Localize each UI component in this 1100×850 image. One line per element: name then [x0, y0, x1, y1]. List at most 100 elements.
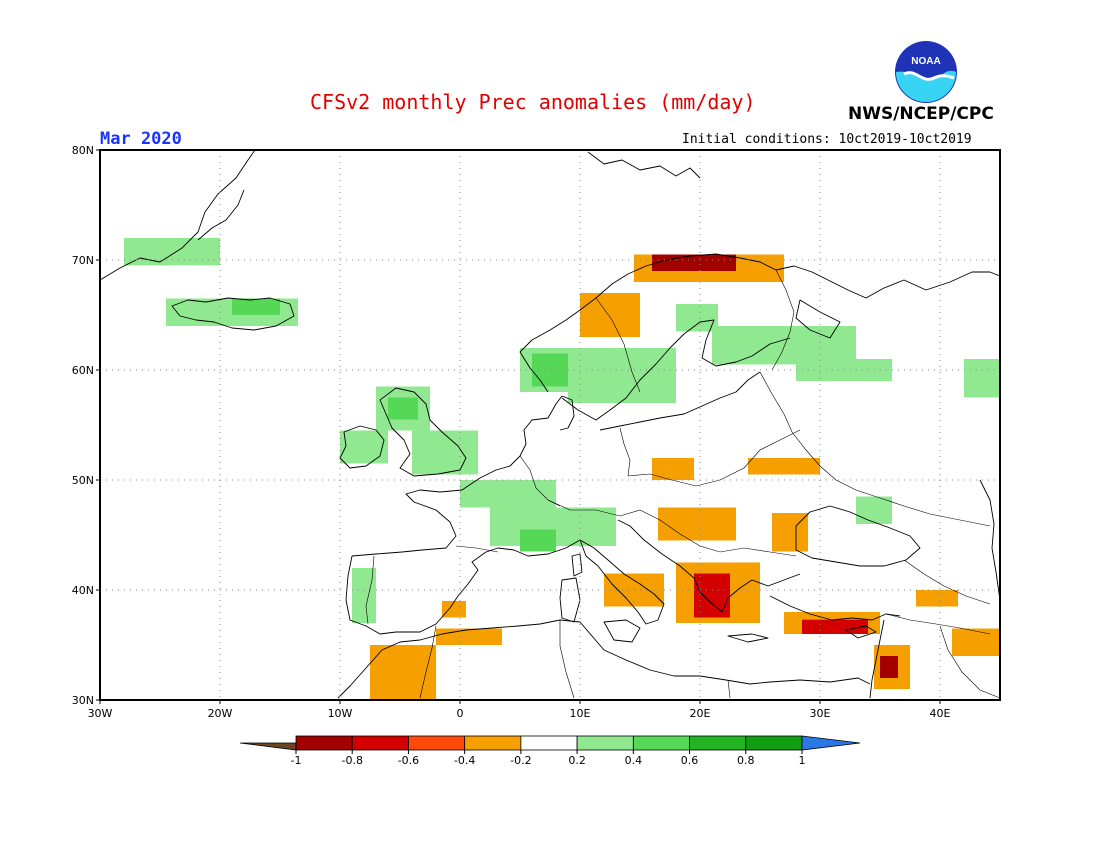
anomaly-region	[568, 348, 676, 403]
colorbar-segment	[632, 735, 690, 751]
country-borders	[365, 269, 1001, 699]
colorbar-segment	[689, 735, 747, 751]
anomaly-region	[412, 430, 478, 475]
anomaly-region	[694, 573, 730, 618]
caspian-coast	[979, 479, 1001, 601]
colorbar-tick-label: 0.4	[625, 754, 643, 767]
border-algeria-tunisia	[559, 620, 575, 699]
lat-tick-label: 50N	[72, 474, 94, 487]
colorbar-segment	[408, 735, 466, 751]
turkey-south-coast	[769, 595, 901, 621]
colorbar-segment	[576, 735, 634, 751]
lon-tick-label: 30E	[810, 707, 831, 720]
north-africa-coast	[337, 619, 871, 699]
border-iraq	[939, 625, 1001, 699]
anomaly-region	[856, 496, 892, 524]
adriatic-coast	[617, 519, 801, 613]
anomaly-region	[658, 507, 736, 541]
colorbar-segment	[295, 735, 353, 751]
colorbar-segment	[464, 735, 522, 751]
lat-tick-label: 80N	[72, 144, 94, 157]
initial-conditions: Initial conditions: 10ct2019-10ct2019	[682, 132, 972, 147]
colorbar-segment	[520, 735, 578, 751]
logo-text: NOAA	[911, 56, 940, 67]
anomaly-region	[340, 430, 388, 464]
map-frame	[99, 149, 1001, 701]
forecast-month: Mar 2020	[100, 129, 182, 149]
levant-coast	[869, 619, 885, 699]
lat-tick-label: 60N	[72, 364, 94, 377]
colorbar-tick-label: 0.2	[568, 754, 586, 767]
border-libya-egypt	[727, 679, 731, 699]
cyprus-coast	[845, 625, 877, 639]
anomaly-region	[748, 458, 820, 475]
border-germany-poland	[619, 427, 631, 477]
iberia-coast	[345, 547, 515, 635]
anomaly-region	[802, 619, 868, 634]
border-turkey-east	[903, 559, 991, 605]
greenland-east	[197, 189, 245, 241]
colorbar-tick-label: -0.2	[510, 754, 531, 767]
anomaly-regions	[124, 238, 1000, 700]
colorbar-tick-label: 0.8	[737, 754, 755, 767]
kola-coast	[775, 265, 1001, 299]
britain-coast	[379, 387, 467, 477]
corsica-coast	[571, 553, 583, 577]
border-alps	[547, 499, 641, 517]
europe-west-coast	[351, 395, 563, 557]
anomaly-region	[520, 529, 556, 552]
lat-tick-label: 40N	[72, 584, 94, 597]
anomaly-region	[436, 628, 502, 645]
anomaly-region	[652, 254, 736, 271]
anomaly-region	[916, 590, 958, 607]
baltic-coast	[599, 371, 761, 431]
italy-coast	[513, 539, 665, 625]
sicily-coast	[603, 619, 641, 643]
anomaly-region	[232, 298, 280, 315]
border-norway-sweden	[595, 297, 641, 393]
crete-coast	[727, 633, 769, 643]
anomaly-region	[460, 480, 556, 508]
anomaly-region	[580, 293, 640, 337]
colorbar-segment	[745, 735, 803, 751]
border-balkans	[639, 509, 797, 557]
color-legend: -1 -0.8 -0.6 -0.4 -0.2 0.2 0.4 0.6 0.8 1	[239, 735, 861, 767]
anomaly-region	[880, 656, 898, 678]
lon-tick-label: 30W	[88, 707, 113, 720]
coastlines	[99, 149, 1001, 699]
svalbard-coast	[587, 151, 701, 179]
anomaly-region	[712, 326, 856, 365]
colorbar-tick-label: -0.6	[398, 754, 419, 767]
iceland-coast	[171, 297, 295, 331]
denmark-coast	[559, 395, 575, 431]
lat-tick-label: 70N	[72, 254, 94, 267]
colorbar-tick-label: 1	[799, 754, 806, 767]
black-sea-coast	[795, 505, 921, 567]
sweden-coast	[561, 319, 791, 421]
anomaly-region	[388, 397, 418, 420]
border-spain-portugal	[365, 555, 375, 625]
lon-tick-label: 20E	[690, 707, 711, 720]
noaa-logo: NOAA	[895, 41, 957, 103]
anomaly-region	[952, 628, 1000, 656]
lat-tick-label: 30N	[72, 694, 94, 707]
lon-tick-label: 0	[457, 707, 464, 720]
ireland-coast	[339, 425, 385, 469]
border-france-spain	[455, 545, 499, 553]
border-syria	[885, 613, 991, 635]
anomaly-region	[964, 359, 1000, 398]
graticule	[100, 150, 1000, 700]
colorbar-tick-label: -0.4	[454, 754, 475, 767]
lon-tick-label: 10W	[328, 707, 353, 720]
colorbar-segment	[351, 735, 409, 751]
border-morocco	[419, 625, 437, 699]
colorbar-high-arrow	[801, 735, 861, 751]
map-title: CFSv2 monthly Prec anomalies (mm/day)	[310, 90, 756, 114]
lon-tick-label: 40E	[930, 707, 951, 720]
colorbar-tick-label: -0.8	[341, 754, 362, 767]
greenland-coast	[99, 149, 256, 281]
lon-tick-label: 20W	[208, 707, 233, 720]
colorbar-tick-label: -1	[291, 754, 302, 767]
border-central-east	[627, 429, 801, 487]
